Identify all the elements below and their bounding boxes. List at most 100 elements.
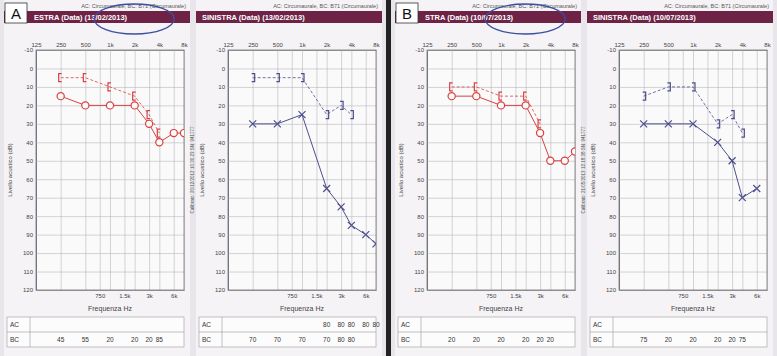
y-axis-title: Livello acustico (dB) [590, 143, 596, 197]
tick: 100 [414, 250, 575, 256]
tick-label: 80 [218, 214, 225, 220]
tick: 60 [609, 177, 767, 183]
tick-label: 80 [417, 214, 424, 220]
marker [450, 83, 453, 91]
marker [131, 102, 138, 109]
tick-label: 110 [215, 269, 225, 275]
panel-label-box [396, 3, 418, 23]
grid-line [427, 216, 575, 217]
axis: 1252505001k2k4k8k [422, 42, 579, 290]
y-axis-title: Livello acustico (dB) [7, 143, 13, 197]
tick: 0 [222, 66, 376, 72]
grid-line [718, 50, 719, 290]
tick: 4k [349, 42, 356, 290]
tick: 120 [414, 287, 575, 293]
marker [59, 74, 62, 82]
table-row-label: BC [593, 336, 602, 343]
marker [665, 120, 672, 127]
table-row-label: AC [202, 321, 211, 328]
grid-line [427, 253, 575, 254]
grid-line [228, 235, 376, 236]
tick-label: 60 [609, 177, 616, 183]
tick-label: 4k [740, 42, 747, 48]
tick-label: 2k [715, 42, 722, 48]
table-row-label: AC [401, 321, 410, 328]
table-frame [590, 317, 767, 347]
table-rule [30, 332, 31, 347]
tick-label: 20 [609, 103, 616, 109]
tick-label: 20 [218, 103, 225, 109]
table-cell: 80 [372, 321, 380, 328]
tick-label: 6k [171, 293, 178, 299]
tick-label: 20 [417, 103, 424, 109]
subtitle: AC: Circumaurale, BC: B71 (Circumaurale) [664, 3, 769, 9]
tick-label: 1k [299, 42, 306, 48]
grid-line [36, 198, 184, 199]
series-line [61, 96, 184, 142]
x-axis-title: Frequenza Hz [88, 305, 132, 313]
grid-line [36, 124, 184, 125]
grid-line [550, 50, 551, 290]
grid-line [149, 50, 150, 290]
tick: 90 [609, 232, 767, 238]
title: ESTRA (Data) (13/02/2013) [34, 13, 128, 22]
tick-label: 750 [678, 293, 689, 299]
grid-line [619, 272, 767, 273]
tick: 250 [56, 42, 67, 290]
tick-label: 20 [26, 103, 33, 109]
marker [524, 92, 527, 100]
table-cell: 80 [348, 321, 356, 328]
table-row-label: AC [10, 321, 19, 328]
marker [276, 74, 279, 82]
marker [82, 102, 89, 109]
axis: 7501.5k3k6k [620, 50, 768, 299]
tick-label: 3k [338, 293, 345, 299]
tick-label: 1k [107, 42, 114, 48]
table-cell: 20 [497, 336, 505, 343]
tick: 0 [30, 66, 184, 72]
panel-label: A [11, 5, 21, 22]
grid-line [619, 68, 767, 69]
table-cell: 80 [323, 321, 331, 328]
x-axis-title: Frequenza Hz [479, 305, 523, 313]
table-cell: 80 [337, 336, 345, 343]
tick: 1k [498, 42, 505, 290]
tick: 10 [609, 84, 767, 90]
table-row-label: BC [401, 336, 410, 343]
figure: AC: Circumaurale, BC: B71 (Circumaurale)… [0, 0, 777, 356]
table-rule [222, 332, 223, 347]
marker [714, 139, 721, 146]
table-cell: 20 [728, 336, 736, 343]
axis: 7501.5k3k6k [428, 50, 576, 299]
table-cell: 75 [739, 336, 747, 343]
marker [249, 120, 256, 127]
series-line [452, 87, 540, 124]
grid-line [292, 50, 293, 290]
marker [170, 129, 177, 136]
tick: 1k [690, 42, 697, 290]
plot-area [228, 50, 376, 290]
series-line [61, 78, 160, 133]
table-cell: 20 [522, 336, 530, 343]
grid-line [619, 253, 767, 254]
table-rule [199, 332, 376, 333]
tick: 8k [764, 42, 771, 290]
tick: 8k [373, 42, 380, 290]
tick: 90 [218, 232, 376, 238]
tick-label: 750 [486, 293, 497, 299]
table-cell: 80 [348, 336, 356, 343]
marker [561, 157, 568, 164]
tick: 40 [417, 140, 575, 146]
marker [147, 111, 150, 119]
plot-marks [249, 74, 376, 248]
tick-label: 0 [30, 66, 34, 72]
panel-label: B [402, 5, 412, 22]
tick: 60 [26, 177, 184, 183]
annotation: Calibrato: 20/12/2012 10.30.23 SN: 94177… [190, 126, 195, 213]
tick-label: 70 [609, 195, 616, 201]
tick: 125 [614, 42, 625, 290]
grid-line [565, 50, 566, 290]
tick-label: 10 [26, 84, 33, 90]
tick: 1k [107, 42, 114, 290]
title-band [196, 11, 382, 23]
